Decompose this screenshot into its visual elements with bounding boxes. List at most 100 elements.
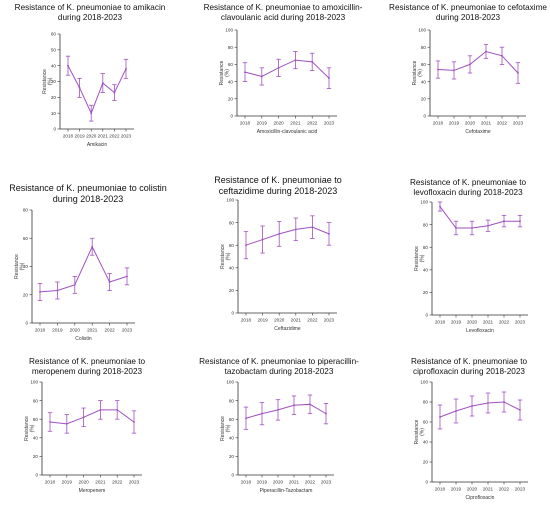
x-tick-label: 2018 [240, 121, 251, 126]
x-tick-label: 2020 [467, 320, 478, 325]
x-axis-label: Piperacillin-Tazobactam [260, 488, 313, 494]
y-tick-label: 20 [51, 95, 57, 100]
x-tick-label: 2019 [451, 320, 462, 325]
x-tick-label: 2020 [70, 328, 81, 333]
x-tick-label: 2019 [62, 480, 73, 485]
y-tick-label: 80 [423, 400, 429, 405]
data-point [503, 220, 505, 223]
y-tick-label: 80 [23, 208, 29, 213]
y-tick-label: 0 [231, 473, 234, 478]
chart-title: Resistance of K. pneumoniae to amikacin … [14, 3, 166, 22]
data-point [245, 244, 247, 247]
x-tick-label: 2018 [63, 134, 74, 139]
data-point [311, 60, 314, 63]
y-tick-label: 0 [425, 480, 428, 485]
data-point [311, 226, 314, 229]
y-tick-label: 100 [30, 380, 38, 385]
chart-title: Resistance of K. pneumoniae to meropenem… [28, 357, 146, 376]
y-tick-label: 50 [51, 48, 57, 53]
x-tick-label: 2021 [289, 480, 300, 485]
x-tick-label: 2019 [449, 121, 460, 126]
x-tick-label: 2023 [324, 121, 335, 126]
data-point [277, 409, 279, 411]
chart-svg: 0 20 40 60 80 100 2018 2019 2020 2021 2022 2023 Amox… [219, 28, 337, 135]
chart-svg: 0 20 40 60 80 100 2018 2019 2020 2021 2022 2023 Levo… [414, 200, 528, 334]
series-line [244, 59, 330, 79]
y-tick-label: 40 [423, 268, 429, 273]
data-point [108, 281, 111, 283]
series-line [67, 65, 127, 115]
x-tick-label: 2023 [321, 480, 332, 485]
y-axis-label: Resistance(%) [24, 416, 36, 441]
x-tick-label: 2023 [122, 328, 133, 333]
x-tick-label: 2022 [307, 318, 318, 323]
y-axis-label: Resistance(%) [414, 246, 426, 271]
data-point [501, 54, 503, 57]
chart-svg: 0 20 40 60 80 100 2018 2019 2020 2021 2022 2023 Mero… [24, 380, 142, 494]
x-axis-label: Amoxicillin-clavoulanic acid [257, 129, 318, 135]
y-tick-label: 100 [226, 380, 234, 385]
data-point [485, 50, 487, 53]
y-tick-label: 0 [231, 311, 234, 316]
x-tick-label: 2020 [273, 480, 284, 485]
series-line [39, 245, 128, 293]
x-tick-label: 2020 [273, 121, 284, 126]
data-point [328, 233, 330, 235]
y-tick-label: 20 [33, 454, 39, 459]
data-point [91, 245, 94, 248]
y-tick-label: 100 [420, 200, 428, 205]
x-tick-label: 2021 [98, 134, 109, 139]
y-axis-label: Resistance(%) [42, 69, 54, 94]
y-tick-label: 40 [228, 79, 234, 84]
series-line [49, 409, 135, 425]
x-tick-label: 2023 [515, 320, 526, 325]
data-point [455, 227, 457, 229]
x-tick-label: 2022 [497, 121, 508, 126]
y-tick-label: 80 [228, 45, 234, 50]
x-tick-label: 2023 [129, 480, 140, 485]
y-tick-label: 20 [421, 97, 427, 102]
y-tick-label: 80 [33, 398, 39, 403]
data-point [309, 403, 311, 406]
x-tick-label: 2019 [451, 487, 462, 492]
chart-title: Resistance of K. pneumoniae to cefotaxim… [389, 3, 547, 22]
data-point [517, 72, 519, 74]
data-point [437, 68, 439, 71]
x-axis-label: Cefotaxime [465, 129, 491, 135]
x-tick-label: 2022 [307, 121, 318, 126]
x-tick-label: 2023 [515, 487, 526, 492]
data-point [519, 409, 521, 411]
data-point [455, 410, 457, 412]
y-tick-label: 40 [23, 264, 29, 269]
x-tick-label: 2019 [257, 121, 268, 126]
x-tick-label: 2022 [499, 320, 510, 325]
data-point [469, 63, 471, 66]
data-point [67, 64, 69, 67]
x-tick-label: 2019 [52, 328, 63, 333]
x-axis-label: Colistin [75, 336, 92, 342]
data-point [56, 289, 59, 292]
x-tick-label: 2022 [109, 134, 120, 139]
x-tick-label: 2021 [95, 480, 106, 485]
y-tick-label: 80 [229, 220, 235, 225]
x-tick-label: 2023 [513, 121, 524, 126]
data-point [73, 283, 76, 286]
chart-title: Resistance of K. pneumoniae to piperacil… [199, 357, 359, 376]
data-point [277, 66, 280, 69]
y-tick-label: 60 [228, 62, 234, 67]
y-tick-label: 20 [229, 454, 235, 459]
data-point [78, 86, 81, 89]
data-point [325, 412, 327, 415]
x-tick-label: 2022 [112, 480, 123, 485]
x-tick-label: 2021 [483, 487, 494, 492]
x-axis-label: Ciprofloxacin [466, 495, 495, 501]
y-axis-label: Resistance(%) [220, 244, 232, 269]
data-point [487, 402, 489, 404]
chart-svg: 0 20 40 60 80 100 2018 2019 2020 2021 2022 2023 Cefo… [412, 28, 526, 135]
data-point [245, 417, 247, 420]
y-tick-label: 20 [423, 460, 429, 465]
chart-svg: 0 20 40 60 80 100 2018 2019 2020 2021 2022 2023 Cipr… [414, 380, 528, 501]
y-tick-label: 40 [33, 436, 39, 441]
chart-title: Resistance of K. pneumoniae to ciproflox… [410, 357, 528, 376]
y-tick-label: 0 [25, 321, 28, 326]
